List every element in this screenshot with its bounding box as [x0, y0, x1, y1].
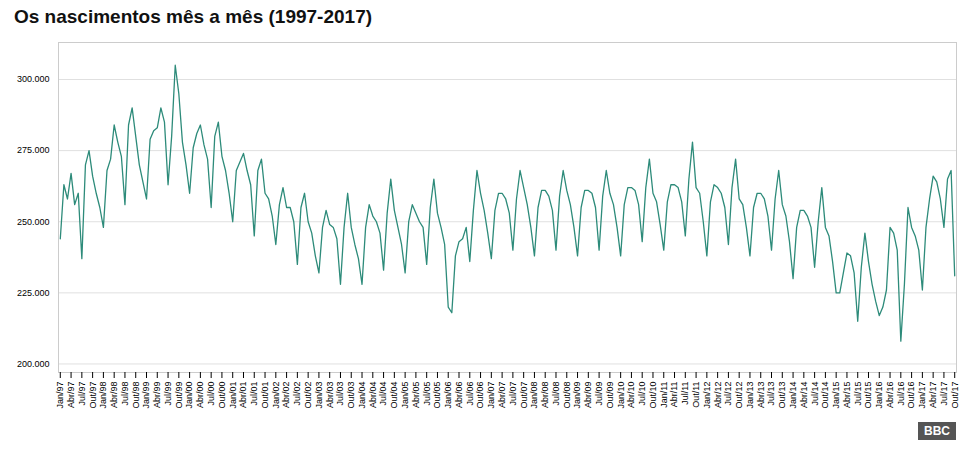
svg-text:Jul/15: Jul/15: [853, 382, 863, 406]
svg-text:Jan/15: Jan/15: [831, 382, 841, 409]
svg-text:Out/09: Out/09: [605, 382, 615, 409]
svg-text:Jan/04: Jan/04: [357, 382, 367, 409]
svg-text:Abr/13: Abr/13: [756, 382, 766, 409]
svg-text:Out/97: Out/97: [88, 382, 98, 409]
svg-text:Out/17: Out/17: [950, 382, 960, 409]
svg-text:Jul/17: Jul/17: [939, 382, 949, 406]
svg-text:Jan/00: Jan/00: [184, 382, 194, 409]
svg-text:Jan/11: Jan/11: [659, 382, 669, 408]
svg-text:Abr/06: Abr/06: [454, 382, 464, 409]
svg-text:Out/07: Out/07: [519, 382, 529, 409]
svg-text:Out/03: Out/03: [346, 382, 356, 409]
svg-text:Out/10: Out/10: [648, 382, 658, 409]
svg-text:Abr/08: Abr/08: [540, 382, 550, 409]
svg-text:Jan/03: Jan/03: [314, 382, 324, 409]
svg-text:Abr/03: Abr/03: [325, 382, 335, 409]
svg-text:Jan/08: Jan/08: [529, 382, 539, 409]
svg-text:Abr/02: Abr/02: [281, 382, 291, 409]
svg-text:Jul/12: Jul/12: [723, 382, 733, 406]
svg-text:Jul/99: Jul/99: [163, 382, 173, 406]
svg-text:Abr/10: Abr/10: [626, 382, 636, 409]
svg-text:Jan/14: Jan/14: [788, 382, 798, 409]
svg-text:Abr/04: Abr/04: [368, 382, 378, 409]
svg-text:Abr/17: Abr/17: [928, 382, 938, 409]
svg-text:Jul/13: Jul/13: [766, 382, 776, 406]
svg-text:Out/16: Out/16: [906, 382, 916, 409]
svg-text:Out/01: Out/01: [260, 382, 270, 409]
svg-text:Out/00: Out/00: [217, 382, 227, 409]
svg-text:200.000: 200.000: [17, 359, 50, 369]
svg-text:Abr/09: Abr/09: [583, 382, 593, 409]
svg-text:Jan/02: Jan/02: [271, 382, 281, 409]
svg-text:Abr/00: Abr/00: [195, 382, 205, 409]
svg-text:Out/08: Out/08: [562, 382, 572, 409]
svg-text:225.000: 225.000: [17, 288, 50, 298]
svg-text:Jan/13: Jan/13: [745, 382, 755, 409]
svg-text:Out/11: Out/11: [691, 382, 701, 408]
svg-text:Jan/06: Jan/06: [443, 382, 453, 409]
svg-text:Abr/98: Abr/98: [109, 382, 119, 409]
svg-text:Jul/08: Jul/08: [551, 382, 561, 406]
svg-text:Jul/11: Jul/11: [680, 382, 690, 405]
svg-text:Out/98: Out/98: [131, 382, 141, 409]
svg-text:Jul/05: Jul/05: [422, 382, 432, 406]
svg-text:Jul/02: Jul/02: [292, 382, 302, 406]
svg-text:Abr/15: Abr/15: [842, 382, 852, 409]
svg-text:Jan/10: Jan/10: [616, 382, 626, 409]
svg-text:Jan/17: Jan/17: [917, 382, 927, 409]
svg-text:Jul/09: Jul/09: [594, 382, 604, 406]
svg-text:Abr/11: Abr/11: [669, 382, 679, 408]
svg-text:Out/04: Out/04: [389, 382, 399, 409]
svg-text:Jul/10: Jul/10: [637, 382, 647, 406]
svg-text:Abr/14: Abr/14: [799, 382, 809, 409]
svg-text:Abr/16: Abr/16: [885, 382, 895, 409]
svg-text:Jul/07: Jul/07: [508, 382, 518, 406]
svg-text:Jan/99: Jan/99: [141, 382, 151, 409]
html-text:BBC: BBC: [924, 424, 950, 438]
svg-text:Jan/12: Jan/12: [702, 382, 712, 409]
svg-text:300.000: 300.000: [17, 74, 50, 84]
svg-text:Out/13: Out/13: [777, 382, 787, 409]
svg-text:Jan/16: Jan/16: [874, 382, 884, 409]
svg-text:Out/05: Out/05: [432, 382, 442, 409]
svg-text:Jan/09: Jan/09: [572, 382, 582, 409]
svg-text:Jul/97: Jul/97: [77, 382, 87, 406]
svg-text:Out/14: Out/14: [820, 382, 830, 409]
svg-text:Jul/14: Jul/14: [809, 382, 819, 406]
svg-text:Jul/01: Jul/01: [249, 382, 259, 406]
svg-text:Abr/05: Abr/05: [411, 382, 421, 409]
svg-text:Out/12: Out/12: [734, 382, 744, 409]
svg-text:Jul/00: Jul/00: [206, 382, 216, 406]
svg-text:Abr/07: Abr/07: [497, 382, 507, 409]
svg-text:Jul/98: Jul/98: [120, 382, 130, 406]
svg-text:250.000: 250.000: [17, 217, 50, 227]
svg-text:Jan/98: Jan/98: [98, 382, 108, 409]
svg-text:275.000: 275.000: [17, 145, 50, 155]
html-text:Os nascimentos mês a mês (1997: Os nascimentos mês a mês (1997-2017): [14, 6, 372, 27]
svg-text:Out/15: Out/15: [863, 382, 873, 409]
svg-text:Jan/97: Jan/97: [55, 382, 65, 409]
svg-text:Jan/01: Jan/01: [228, 382, 238, 409]
svg-text:Out/99: Out/99: [174, 382, 184, 409]
svg-text:Abr/01: Abr/01: [238, 382, 248, 409]
svg-text:Jan/07: Jan/07: [486, 382, 496, 409]
svg-text:Jan/05: Jan/05: [400, 382, 410, 409]
svg-text:Out/02: Out/02: [303, 382, 313, 409]
svg-text:Out/06: Out/06: [475, 382, 485, 409]
svg-text:Jul/16: Jul/16: [896, 382, 906, 406]
svg-text:Jul/03: Jul/03: [335, 382, 345, 406]
svg-text:Abr/97: Abr/97: [66, 382, 76, 409]
svg-text:Jul/04: Jul/04: [378, 382, 388, 406]
svg-text:Abr/99: Abr/99: [152, 382, 162, 409]
svg-text:Abr/12: Abr/12: [713, 382, 723, 409]
svg-text:Jul/06: Jul/06: [465, 382, 475, 406]
